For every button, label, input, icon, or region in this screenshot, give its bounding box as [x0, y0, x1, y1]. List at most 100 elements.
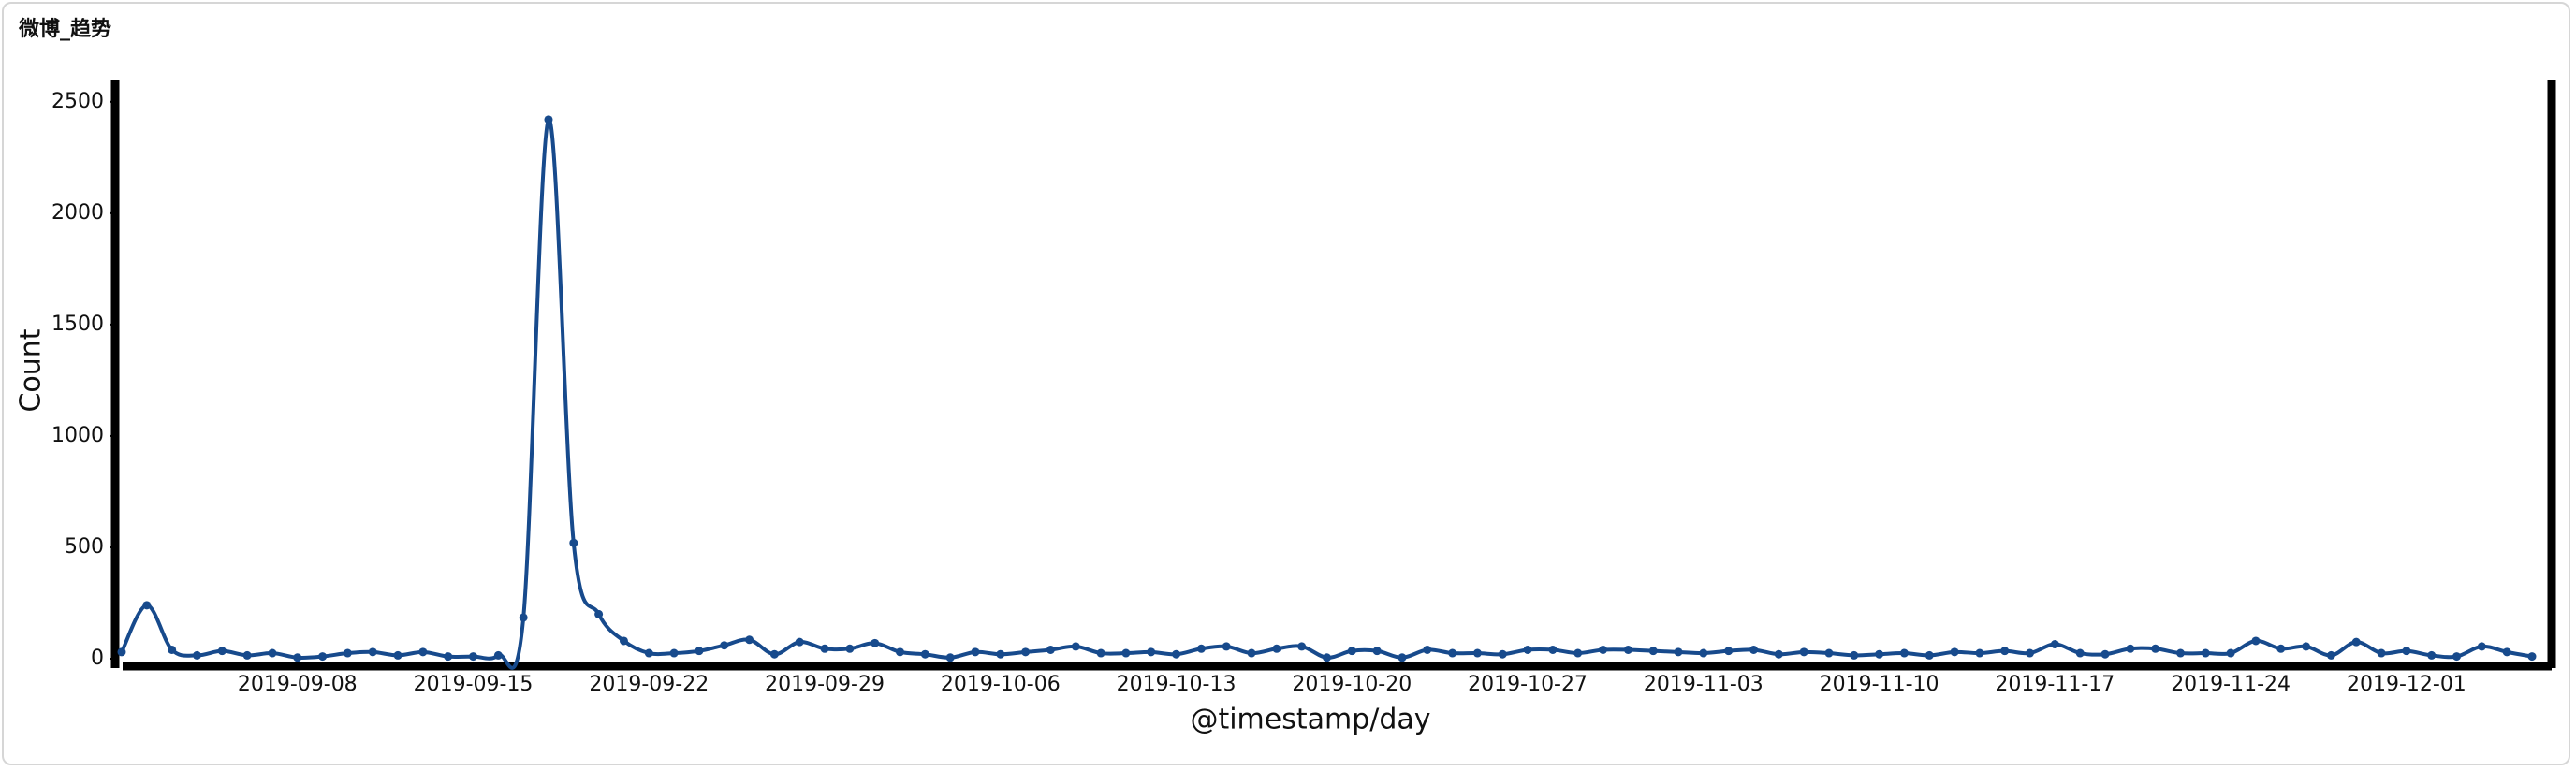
point	[1448, 648, 1457, 658]
point	[1423, 645, 1432, 654]
point	[1323, 653, 1331, 662]
chart-title: 微博_趋势	[18, 17, 111, 41]
point	[469, 652, 478, 662]
x-tick-label: 2019-12-01	[2347, 673, 2466, 696]
point	[1925, 650, 1934, 660]
point	[393, 650, 402, 660]
point	[2402, 647, 2411, 656]
point	[1046, 645, 1055, 654]
x-tick-label: 2019-09-29	[765, 673, 885, 696]
y-tick-label: 0	[91, 647, 104, 670]
point	[1599, 645, 1608, 654]
point	[2452, 652, 2462, 662]
point	[896, 647, 905, 657]
point	[1749, 645, 1758, 654]
point	[2026, 648, 2035, 658]
point	[619, 636, 628, 646]
point	[1899, 648, 1909, 658]
point	[268, 648, 277, 658]
point	[1372, 647, 1382, 656]
x-tick-label: 2019-11-10	[1820, 673, 1939, 696]
point	[192, 650, 201, 660]
x-tick-label: 2019-10-13	[1117, 673, 1237, 696]
x-tick-label: 2019-09-15	[414, 673, 534, 696]
y-axis-title: Count	[15, 328, 48, 412]
point	[1096, 648, 1105, 658]
point	[1472, 648, 1482, 658]
x-axis-title: @timestamp/day	[1190, 704, 1430, 736]
x-tick-label: 2019-10-20	[1292, 673, 1412, 696]
line	[120, 117, 2533, 670]
point	[1272, 644, 1281, 653]
point	[2251, 636, 2261, 646]
point	[1724, 647, 1734, 656]
point	[493, 650, 503, 660]
point	[644, 648, 653, 658]
point	[2201, 648, 2210, 658]
y-tick-label: 500	[65, 535, 104, 559]
point	[1875, 649, 1884, 659]
point	[544, 115, 553, 124]
point	[1147, 647, 1156, 657]
point	[1548, 645, 1558, 654]
point	[1071, 642, 1080, 651]
point	[2226, 648, 2235, 658]
point	[1498, 649, 1507, 659]
point	[695, 647, 704, 656]
point	[2050, 640, 2059, 649]
point	[2175, 648, 2185, 658]
point	[2126, 644, 2135, 653]
point	[569, 538, 578, 547]
point	[142, 601, 152, 610]
point	[318, 652, 328, 662]
point	[1824, 648, 1834, 658]
point	[1297, 642, 1307, 651]
point	[871, 638, 880, 647]
y-tick-label: 2500	[51, 90, 104, 113]
point	[2326, 650, 2335, 660]
point	[418, 647, 428, 657]
point	[368, 647, 377, 657]
point	[745, 635, 754, 645]
x-tick-label: 2019-10-27	[1468, 673, 1588, 696]
point	[1648, 647, 1658, 656]
y-tick-label: 2000	[51, 201, 104, 225]
point	[1623, 645, 1632, 654]
point	[2377, 648, 2386, 658]
point	[2351, 637, 2361, 647]
point	[1222, 642, 1231, 651]
point	[1674, 647, 1683, 657]
point	[1774, 649, 1783, 659]
point	[1172, 649, 1181, 659]
point	[293, 653, 302, 662]
x-tick-label: 2019-11-24	[2171, 673, 2291, 696]
point	[1021, 647, 1031, 657]
point	[2477, 642, 2486, 651]
point	[1121, 648, 1131, 658]
point	[769, 649, 779, 659]
point	[1347, 647, 1356, 656]
x-tick-label: 2019-09-22	[589, 673, 709, 696]
point	[2075, 648, 2085, 658]
y-tick-label: 1500	[51, 313, 104, 336]
point	[2427, 650, 2437, 660]
x-tick-label: 2019-10-06	[941, 673, 1061, 696]
point	[669, 648, 679, 658]
point	[1523, 645, 1532, 654]
point	[594, 609, 604, 618]
x-tick-label: 2019-11-03	[1644, 673, 1764, 696]
point	[845, 644, 855, 653]
point	[117, 647, 126, 657]
point	[1573, 648, 1583, 658]
point	[971, 647, 980, 657]
point	[1247, 648, 1256, 658]
point	[2000, 647, 2010, 656]
point	[1699, 648, 1708, 658]
point	[996, 649, 1005, 659]
point	[2276, 644, 2286, 653]
x-tick-label: 2019-09-08	[238, 673, 358, 696]
point	[168, 645, 177, 654]
y-tick-label: 1000	[51, 424, 104, 447]
point	[1950, 647, 1959, 657]
